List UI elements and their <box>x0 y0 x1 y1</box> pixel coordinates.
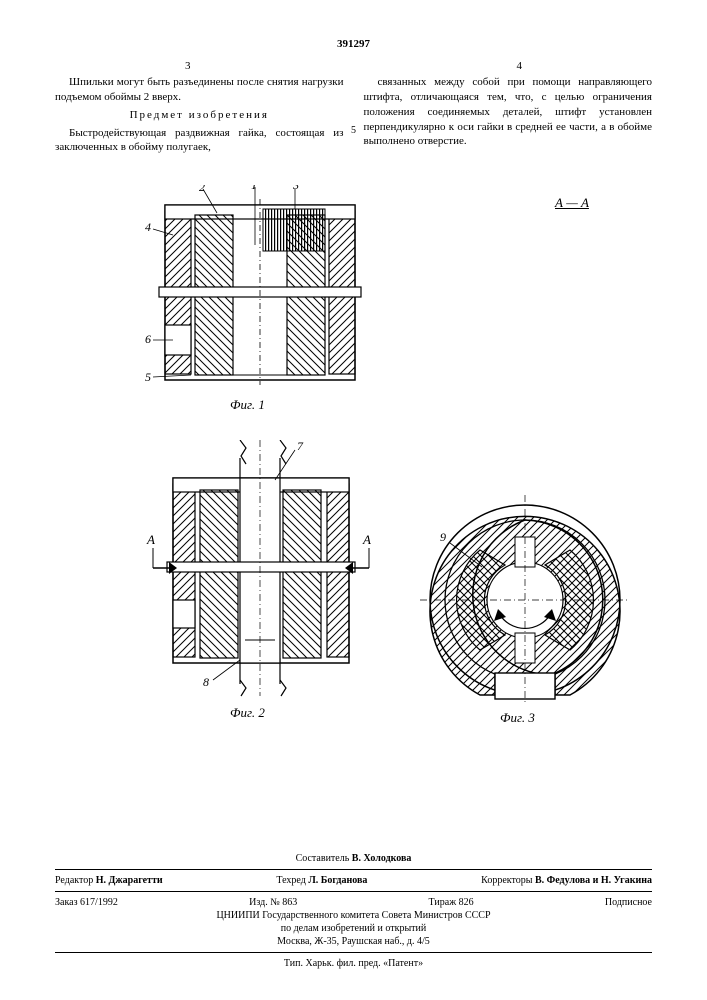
right-column: связанных между собой при помощи направл… <box>364 75 653 158</box>
callout-9: 9 <box>440 530 446 544</box>
imprint-row: Заказ 617/1992 Изд. № 863 Тираж 826 Подп… <box>55 896 652 909</box>
left-p1: Шпильки могут быть разъединены после сня… <box>55 75 344 105</box>
footer-block: Составитель В. Холодкова Редактор Н. Джа… <box>55 852 652 970</box>
footer-rule-3 <box>55 952 652 953</box>
svg-text:A: A <box>362 532 371 547</box>
footer-rule-2 <box>55 891 652 892</box>
compiler-line: Составитель В. Холодкова <box>55 852 652 865</box>
figure-3: 9 <box>420 495 630 705</box>
page-number-left: 3 <box>185 60 191 72</box>
org-line2: по делам изобретений и открытий <box>55 922 652 935</box>
svg-text:A: A <box>146 532 155 547</box>
fig3-section-title: А — А <box>555 195 589 211</box>
org-line1: ЦНИИПИ Государственного комитета Совета … <box>55 909 652 922</box>
left-column: Шпильки могут быть разъединены после сня… <box>55 75 344 158</box>
callout-8: 8 <box>203 675 209 689</box>
callout-4: 4 <box>145 220 151 234</box>
editor: Редактор Н. Джарагетти <box>55 874 163 887</box>
figure-1: 2 1 3 4 6 5 <box>145 185 375 420</box>
callout-3: 3 <box>292 185 299 192</box>
subscription: Подписное <box>605 896 652 909</box>
text-columns: Шпильки могут быть разъединены после сня… <box>55 75 652 158</box>
callout-1: 1 <box>251 185 257 192</box>
izd-number: Изд. № 863 <box>249 896 297 909</box>
page-number-right: 4 <box>517 60 523 72</box>
callout-2: 2 <box>199 185 205 194</box>
footer-rule-1 <box>55 869 652 870</box>
figures-area: 2 1 3 4 6 5 Фиг. 1 <box>50 185 657 865</box>
fig2-caption: Фиг. 2 <box>230 705 265 721</box>
techred: Техред Л. Богданова <box>276 874 367 887</box>
callout-5: 5 <box>145 370 151 384</box>
callout-6: 6 <box>145 332 151 346</box>
fig1-caption: Фиг. 1 <box>230 397 265 413</box>
credits-row: Редактор Н. Джарагетти Техред Л. Богдано… <box>55 874 652 887</box>
correctors: Корректоры В. Федулова и Н. Угакина <box>481 874 652 887</box>
document-number: 391297 <box>337 38 370 50</box>
callout-7: 7 <box>297 440 304 453</box>
right-p1: связанных между собой при помощи направл… <box>364 75 653 149</box>
printer: Тип. Харьк. фил. пред. «Патент» <box>55 957 652 970</box>
tirazh: Тираж 826 <box>429 896 474 909</box>
left-p2: Быстродействующая раздвижная гайка, сост… <box>55 126 344 156</box>
subject-heading: Предмет изобретения <box>55 108 344 123</box>
address: Москва, Ж-35, Раушская наб., д. 4/5 <box>55 935 652 948</box>
fig3-caption: Фиг. 3 <box>500 710 535 726</box>
figure-2: A A 7 8 <box>145 440 375 700</box>
patent-page: 391297 3 4 5 Шпильки могут быть разъедин… <box>0 0 707 1000</box>
order-number: Заказ 617/1992 <box>55 896 118 909</box>
